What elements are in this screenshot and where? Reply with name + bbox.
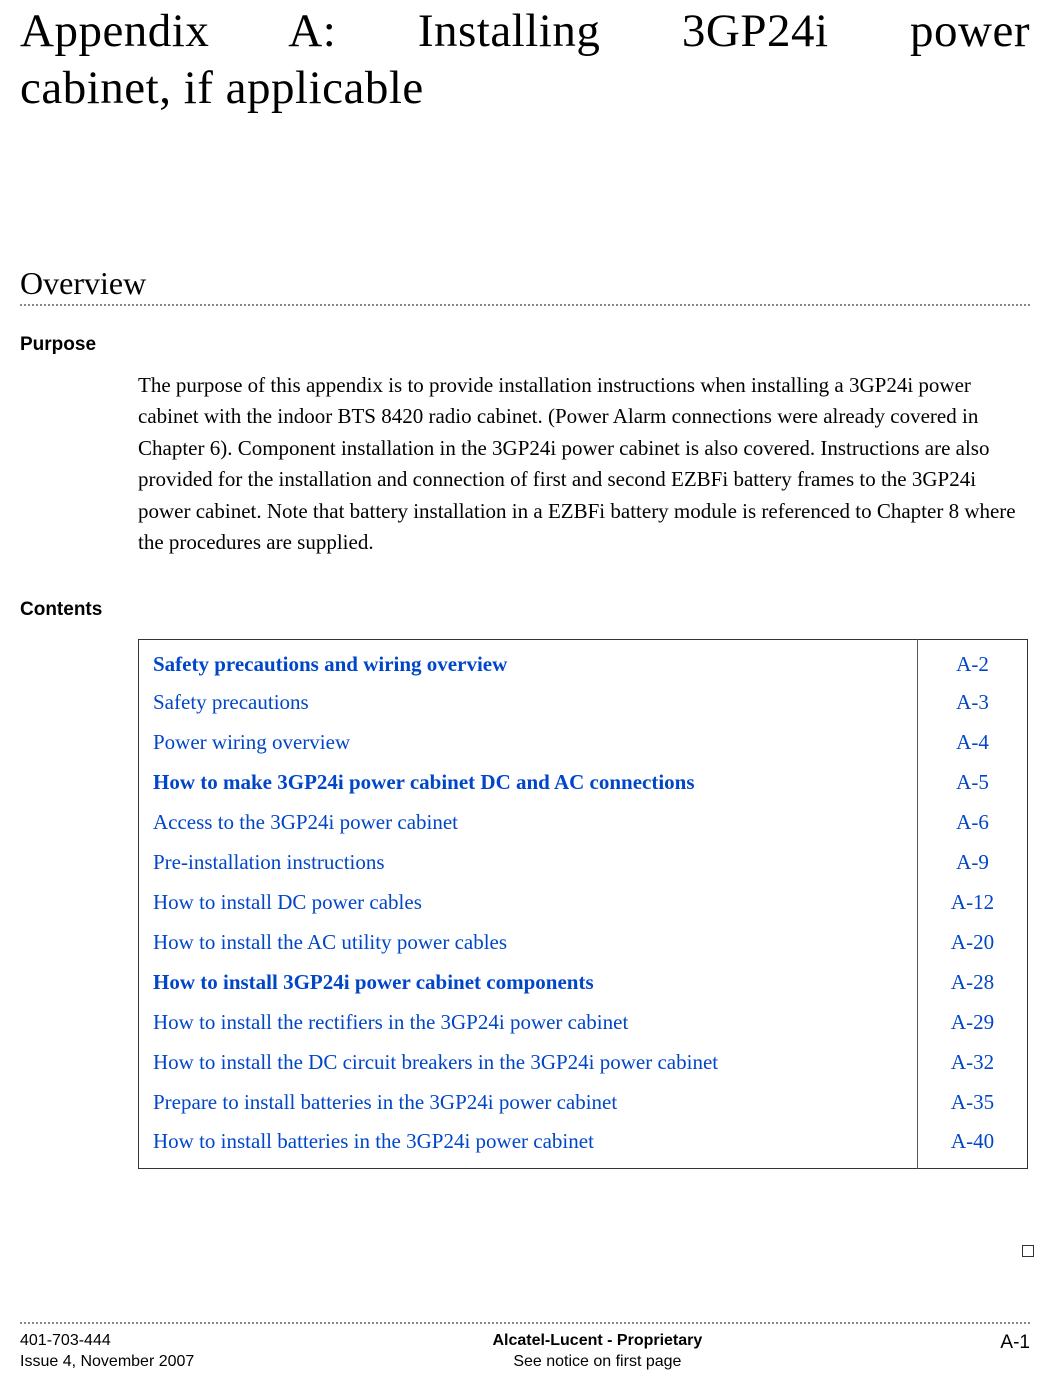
toc-entry-page[interactable]: A-40	[951, 1129, 994, 1153]
toc-entry-page[interactable]: A-12	[951, 890, 994, 914]
toc-entry-label[interactable]: Safety precautions and wiring overview	[153, 652, 507, 676]
toc-row: Safety precautions and wiring overview A-…	[139, 639, 1028, 683]
footer-proprietary: Alcatel-Lucent - Proprietary	[492, 1330, 702, 1352]
toc-row: How to install DC power cables A-12	[139, 883, 1028, 923]
page-title-line1: Appendix A: Installing 3GP24i power	[20, 0, 1030, 61]
toc-entry-label[interactable]: How to make 3GP24i power cabinet DC and …	[153, 770, 695, 794]
toc-row: How to install the rectifiers in the 3GP…	[139, 1003, 1028, 1043]
toc-entry-page[interactable]: A-29	[951, 1010, 994, 1034]
toc-entry-page[interactable]: A-2	[956, 652, 989, 676]
toc-entry-page[interactable]: A-9	[956, 850, 989, 874]
toc-entry-page[interactable]: A-5	[956, 770, 989, 794]
overview-rule	[20, 304, 1030, 306]
page-end-marker-icon	[1022, 1245, 1034, 1257]
toc-row: Safety precautions A-3	[139, 683, 1028, 723]
purpose-heading: Purpose	[20, 334, 1030, 356]
toc-entry-page[interactable]: A-35	[951, 1090, 994, 1114]
toc-row: How to install the AC utility power cabl…	[139, 923, 1028, 963]
toc-entry-label[interactable]: Prepare to install batteries in the 3GP2…	[153, 1090, 617, 1114]
footer-rule	[20, 1322, 1030, 1324]
footer-doc-number: 401-703-444	[20, 1330, 194, 1352]
toc-entry-page[interactable]: A-3	[956, 690, 989, 714]
toc-row: How to install batteries in the 3GP24i p…	[139, 1123, 1028, 1169]
purpose-body: The purpose of this appendix is to provi…	[138, 370, 1018, 559]
toc-entry-page[interactable]: A-28	[951, 970, 994, 994]
toc-entry-label[interactable]: Power wiring overview	[153, 730, 350, 754]
overview-heading: Overview	[20, 265, 1030, 304]
toc-row: Prepare to install batteries in the 3GP2…	[139, 1083, 1028, 1123]
toc-row: Power wiring overview A-4	[139, 723, 1028, 763]
toc-entry-label[interactable]: How to install 3GP24i power cabinet comp…	[153, 970, 594, 994]
toc-table: Safety precautions and wiring overview A-…	[138, 639, 1028, 1169]
toc-entry-label[interactable]: Pre-installation instructions	[153, 850, 385, 874]
footer-notice: See notice on first page	[492, 1351, 702, 1373]
toc-entry-label[interactable]: How to install the AC utility power cabl…	[153, 930, 507, 954]
toc-entry-label[interactable]: How to install the rectifiers in the 3GP…	[153, 1010, 628, 1034]
toc-row: How to make 3GP24i power cabinet DC and …	[139, 763, 1028, 803]
toc-entry-label[interactable]: Access to the 3GP24i power cabinet	[153, 810, 458, 834]
toc-entry-page[interactable]: A-20	[951, 930, 994, 954]
toc-entry-label[interactable]: How to install the DC circuit breakers i…	[153, 1050, 718, 1074]
toc-entry-label[interactable]: How to install DC power cables	[153, 890, 422, 914]
toc-entry-label[interactable]: Safety precautions	[153, 690, 309, 714]
toc-row: How to install the DC circuit breakers i…	[139, 1043, 1028, 1083]
page-footer: 401-703-444 Issue 4, November 2007 Alcat…	[0, 1322, 1050, 1373]
toc-entry-page[interactable]: A-32	[951, 1050, 994, 1074]
toc-entry-page[interactable]: A-6	[956, 810, 989, 834]
page-title-line2: cabinet, if applicable	[20, 61, 1030, 115]
footer-page-number: A-1	[1000, 1330, 1030, 1356]
toc-entry-page[interactable]: A-4	[956, 730, 989, 754]
toc-row: Access to the 3GP24i power cabinet A-6	[139, 803, 1028, 843]
contents-heading: Contents	[20, 599, 1030, 621]
footer-issue: Issue 4, November 2007	[20, 1351, 194, 1373]
toc-row: Pre-installation instructions A-9	[139, 843, 1028, 883]
toc-entry-label[interactable]: How to install batteries in the 3GP24i p…	[153, 1129, 594, 1153]
toc-row: How to install 3GP24i power cabinet comp…	[139, 963, 1028, 1003]
